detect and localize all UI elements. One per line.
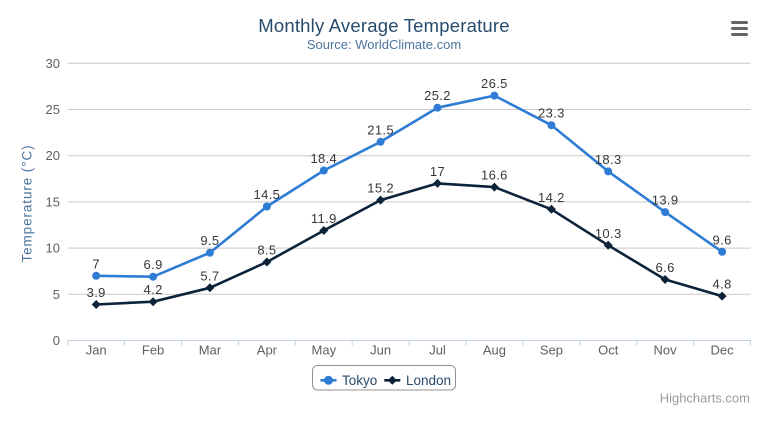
svg-text:11.9: 11.9 (311, 211, 337, 226)
svg-text:9.5: 9.5 (200, 233, 219, 248)
svg-text:10.3: 10.3 (595, 226, 622, 241)
svg-text:Sep: Sep (540, 343, 563, 358)
svg-text:6.6: 6.6 (656, 260, 675, 275)
svg-text:20: 20 (46, 148, 60, 163)
svg-text:Tokyo: Tokyo (342, 373, 377, 388)
svg-text:Apr: Apr (257, 343, 278, 358)
svg-text:5.7: 5.7 (200, 268, 219, 283)
svg-text:16.6: 16.6 (481, 168, 508, 183)
svg-text:Feb: Feb (142, 343, 164, 358)
svg-text:0: 0 (53, 333, 60, 348)
svg-text:6.9: 6.9 (144, 257, 163, 272)
svg-text:30: 30 (46, 56, 60, 71)
svg-text:26.5: 26.5 (481, 76, 508, 91)
svg-text:Aug: Aug (483, 343, 506, 358)
svg-text:8.5: 8.5 (257, 243, 276, 258)
svg-text:4.2: 4.2 (144, 282, 163, 297)
svg-text:17: 17 (430, 164, 445, 179)
svg-text:15.2: 15.2 (367, 181, 394, 196)
svg-text:21.5: 21.5 (367, 122, 394, 137)
svg-text:5: 5 (53, 287, 60, 302)
svg-text:Dec: Dec (711, 343, 735, 358)
svg-text:Jan: Jan (86, 343, 107, 358)
svg-text:7: 7 (92, 256, 100, 271)
svg-text:May: May (312, 343, 337, 358)
svg-text:Jul: Jul (429, 343, 446, 358)
svg-text:15: 15 (46, 194, 60, 209)
svg-text:18.4: 18.4 (310, 151, 337, 166)
svg-text:Highcharts.com: Highcharts.com (660, 391, 750, 406)
svg-text:Temperature (°C): Temperature (°C) (20, 144, 35, 262)
svg-text:25.2: 25.2 (424, 88, 451, 103)
svg-text:Oct: Oct (598, 343, 619, 358)
svg-text:25: 25 (46, 102, 60, 117)
svg-text:3.9: 3.9 (87, 285, 106, 300)
svg-text:14.5: 14.5 (254, 187, 281, 202)
svg-text:Mar: Mar (199, 343, 222, 358)
svg-text:Jun: Jun (370, 343, 391, 358)
svg-text:18.3: 18.3 (595, 152, 622, 167)
svg-text:Nov: Nov (654, 343, 678, 358)
svg-text:Monthly Average Temperature: Monthly Average Temperature (258, 15, 510, 36)
svg-text:London: London (406, 373, 451, 388)
svg-text:10: 10 (46, 241, 60, 256)
svg-text:14.2: 14.2 (538, 190, 565, 205)
svg-text:Source: WorldClimate.com: Source: WorldClimate.com (307, 37, 461, 52)
svg-text:9.6: 9.6 (713, 232, 732, 247)
svg-text:23.3: 23.3 (538, 106, 565, 121)
svg-text:13.9: 13.9 (652, 193, 679, 208)
svg-text:4.8: 4.8 (713, 277, 732, 292)
